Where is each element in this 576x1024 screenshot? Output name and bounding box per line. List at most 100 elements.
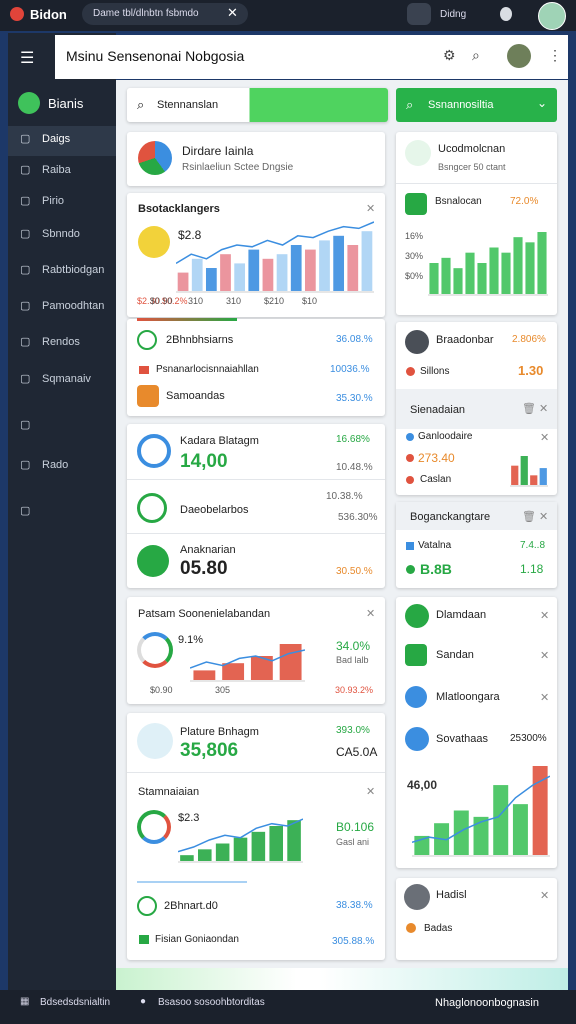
close: ✕ (540, 610, 550, 622)
section-header (396, 502, 557, 530)
item-icon (405, 604, 429, 628)
close: 🗑 ✕ (522, 403, 549, 415)
row-icon (139, 935, 149, 944)
bar (473, 816, 489, 855)
dot (406, 454, 414, 462)
trend-line (178, 818, 303, 853)
dot (406, 476, 414, 484)
bar (220, 254, 231, 291)
nav-item[interactable]: Rado (42, 459, 69, 471)
bar (465, 252, 475, 294)
stat-label: Daeobelarbos (180, 504, 249, 516)
dot (406, 923, 416, 933)
chevron: ⌄ (537, 96, 548, 110)
menu-button[interactable]: ☰ (20, 50, 35, 67)
divider (127, 533, 385, 534)
item: Ganloodaire (418, 431, 473, 442)
chart-value: $2.8 (178, 228, 202, 242)
bar (489, 247, 499, 294)
more-icon[interactable]: ⋮ (548, 47, 562, 63)
profile-subtitle: Rsinlaeliun Sctee Dngsie (182, 162, 294, 173)
trend-line (412, 775, 550, 844)
close: ✕ (540, 692, 550, 704)
bar (233, 837, 248, 861)
bar (222, 663, 245, 680)
item: Dlamdaan (436, 609, 487, 621)
sidebar (8, 33, 116, 990)
bar (429, 263, 439, 294)
value: 1.18 (520, 562, 544, 576)
pct: 25300% (510, 733, 547, 744)
nav-item[interactable]: Sqmanaiv (42, 373, 91, 385)
nav-item[interactable]: Raiba (42, 164, 71, 176)
bar (513, 237, 523, 294)
nav-item[interactable]: Daigs (42, 133, 71, 145)
search-box[interactable] (127, 88, 388, 122)
close: ✕ (540, 890, 550, 902)
x-label: 305 (215, 685, 231, 695)
tab[interactable] (82, 3, 248, 25)
nav-item[interactable]: Rabtbiodgan (42, 264, 105, 276)
stat-label: Anaknarian (180, 544, 236, 556)
bar (525, 242, 535, 294)
stat-pct: 10.38.% (326, 491, 363, 502)
bar (493, 785, 509, 855)
nav-icon[interactable]: ▢ (20, 419, 31, 431)
search-placeholder: Stennanslan (157, 99, 219, 111)
row-label: 2Bhnart.d0 (164, 900, 218, 912)
sidebar-brand-icon (18, 92, 40, 114)
footer-strip (116, 968, 568, 990)
divider (127, 772, 385, 773)
chart (176, 221, 374, 293)
avatar[interactable] (538, 2, 566, 30)
stat-value: 05.80 (180, 558, 228, 579)
section-title: Boganckangtare (410, 511, 491, 523)
item: 273.40 (418, 451, 455, 465)
progress (137, 318, 237, 321)
header (55, 35, 568, 79)
label: Sillons (420, 366, 450, 377)
search-icon[interactable]: ⌕ (472, 47, 480, 63)
summary-icon (137, 723, 173, 759)
bar (520, 456, 528, 485)
bar (532, 766, 548, 855)
bar (215, 843, 230, 861)
row-value: 36.08.% (336, 334, 373, 345)
row-label: Psnanarlocisnnaiahllan (156, 364, 259, 375)
nav-icon[interactable]: ▢ (20, 505, 31, 517)
chart (428, 232, 548, 296)
label: Bsnalocan (435, 196, 482, 207)
row-label: Fisian Goniaondan (155, 934, 239, 945)
trend-line (176, 221, 374, 265)
bell[interactable] (500, 7, 512, 21)
bar (501, 252, 511, 294)
nav-item[interactable]: Rendos (42, 336, 80, 348)
status-text: Bsasoo sosoohbtorditas (158, 997, 265, 1008)
nav-item[interactable]: Pirio (42, 195, 65, 207)
status-icon: ● (140, 996, 147, 1007)
chart-sub: Bad lalb (336, 655, 369, 665)
card-icon (405, 140, 431, 166)
tab-close[interactable]: ✕ (227, 5, 238, 20)
bar (251, 831, 266, 861)
item-icon (405, 686, 427, 708)
y-label: 30% (405, 251, 424, 261)
settings-icon[interactable]: ⚙ (443, 47, 456, 63)
pct: 2.806% (512, 334, 546, 345)
nav-item[interactable]: Sbnndo (42, 228, 80, 240)
bar (539, 468, 547, 485)
page-title: Msinu Sensenonai Nobgosia (66, 48, 245, 64)
profile-name: Dirdare Iainla (182, 144, 254, 158)
label: Hadisl (436, 889, 467, 901)
section-title: Sienadaian (410, 404, 466, 416)
header-avatar (507, 44, 531, 68)
bar (453, 810, 469, 855)
action-button[interactable] (396, 88, 557, 122)
chart-value: B0.106 (336, 820, 375, 834)
gauge-value: 9.1% (178, 634, 204, 646)
stat-value: 14,00 (180, 451, 228, 472)
nav-item[interactable]: Pamoodhtan (42, 300, 105, 312)
nav-icon: ▢ (20, 164, 31, 176)
bar (319, 240, 330, 291)
chart-value: $2.3 (178, 812, 200, 824)
